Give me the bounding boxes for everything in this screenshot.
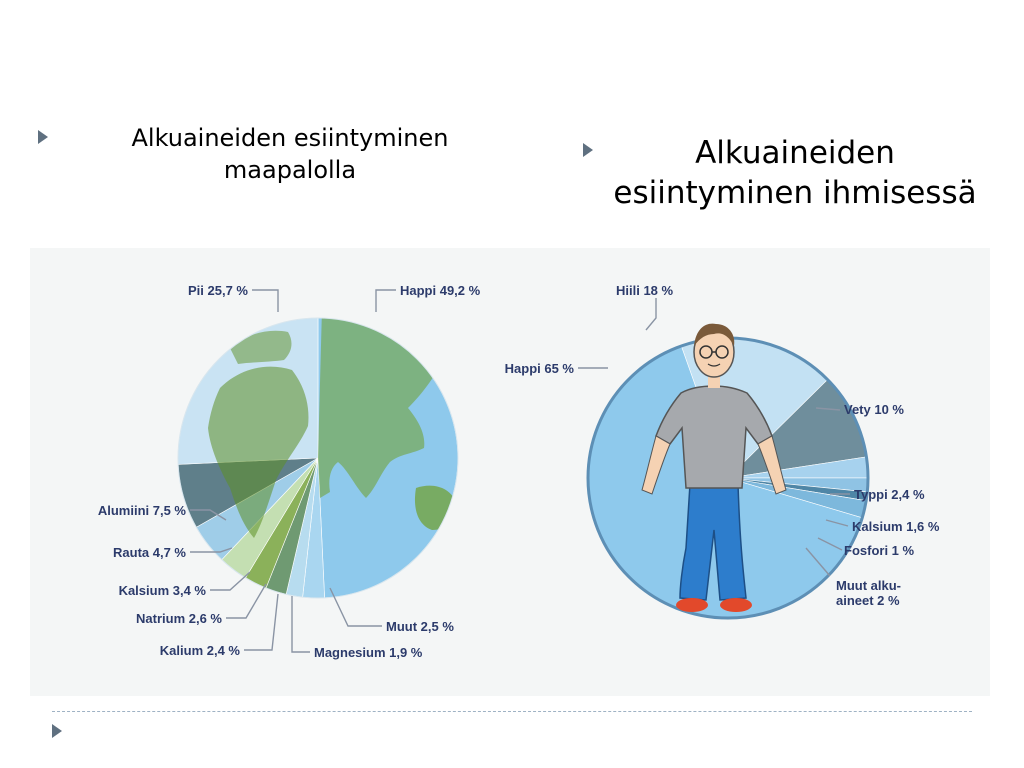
earth-labels-leader-7	[190, 509, 227, 521]
person-figure	[641, 323, 787, 612]
africa-shape	[208, 366, 309, 538]
human-labels-leader-4	[817, 537, 843, 551]
human-labels-label-1: Vety 10 %	[844, 402, 904, 417]
earth-outline	[177, 317, 459, 599]
earth-labels-label-6: Rauta 4,7 %	[113, 545, 186, 560]
heading-human: Alkuaineiden esiintyminen ihmisessä	[613, 135, 977, 211]
earth-labels-leader-8	[252, 289, 279, 312]
pie-charts-svg: Pii 25,7 % Happi 49,2 % Alumiini 7,5 % Raut…	[98, 283, 940, 660]
person-shoe-right	[720, 598, 752, 612]
earth-labels-label-3: Kalium 2,4 %	[160, 643, 241, 658]
human-labels-label-0: Hiili 18 %	[616, 283, 674, 298]
earth-labels-label-1: Muut 2,5 %	[386, 619, 454, 634]
person-hair	[694, 323, 735, 346]
earth-labels-label-4: Natrium 2,6 %	[136, 611, 222, 626]
person-shoe-left	[676, 598, 708, 612]
earth-labels-leader-2	[291, 596, 310, 653]
human-labels-leader-1	[815, 407, 841, 411]
earth-labels-label-2: Magnesium 1,9 %	[314, 645, 423, 660]
human-labels-leader-0	[645, 298, 657, 331]
human-labels-label-4: Fosfori 1 %	[844, 543, 915, 558]
earth-labels-leader-5	[210, 571, 251, 591]
figure-pies: Pii 25,7 % Happi 49,2 % Alumiini 7,5 % Raut…	[30, 248, 990, 696]
earth-labels: Pii 25,7 % Happi 49,2 % Alumiini 7,5 % Raut…	[98, 283, 481, 660]
person-mouth	[707, 363, 721, 367]
bullet-footer-icon	[52, 724, 62, 738]
europe-shape	[230, 330, 292, 364]
earth-labels-leader-1	[329, 587, 382, 627]
person-arm-left	[641, 435, 671, 495]
bullet-right-icon	[583, 143, 593, 157]
human-labels-label-2: Typpi 2,4 %	[854, 487, 925, 502]
earth-labels-label-8: Pii 25,7 %	[188, 283, 248, 298]
earth-labels-leader-4	[226, 583, 267, 619]
earth-labels-label-0: Happi 49,2 %	[400, 283, 481, 298]
person-arm-right	[757, 435, 787, 495]
human-labels-leader-5	[805, 547, 831, 577]
human-labels-leader-3	[825, 519, 849, 527]
bullet-left-icon	[38, 130, 48, 144]
earth-labels-leader-3	[244, 593, 279, 651]
human-labels-label-6: Happi 65 %	[505, 361, 575, 376]
human-labels-label-5: Muut alku-aineet 2 %	[836, 578, 901, 608]
heading-earth: Alkuaineiden esiintyminen maapalolla	[131, 124, 449, 184]
earth-labels-label-5: Kalsium 3,4 %	[119, 583, 207, 598]
earth-labels-label-7: Alumiini 7,5 %	[98, 503, 187, 518]
earth-labels-leader-0	[375, 289, 396, 312]
human-labels: Hiili 18 % Happi 65 % Vety 10 % Typpi 2,4 %…	[505, 283, 940, 608]
footer-divider	[52, 711, 972, 712]
asia-shape	[318, 318, 434, 498]
earth-labels-leader-6	[190, 547, 233, 553]
human-labels-label-3: Kalsium 1,6 %	[852, 519, 940, 534]
